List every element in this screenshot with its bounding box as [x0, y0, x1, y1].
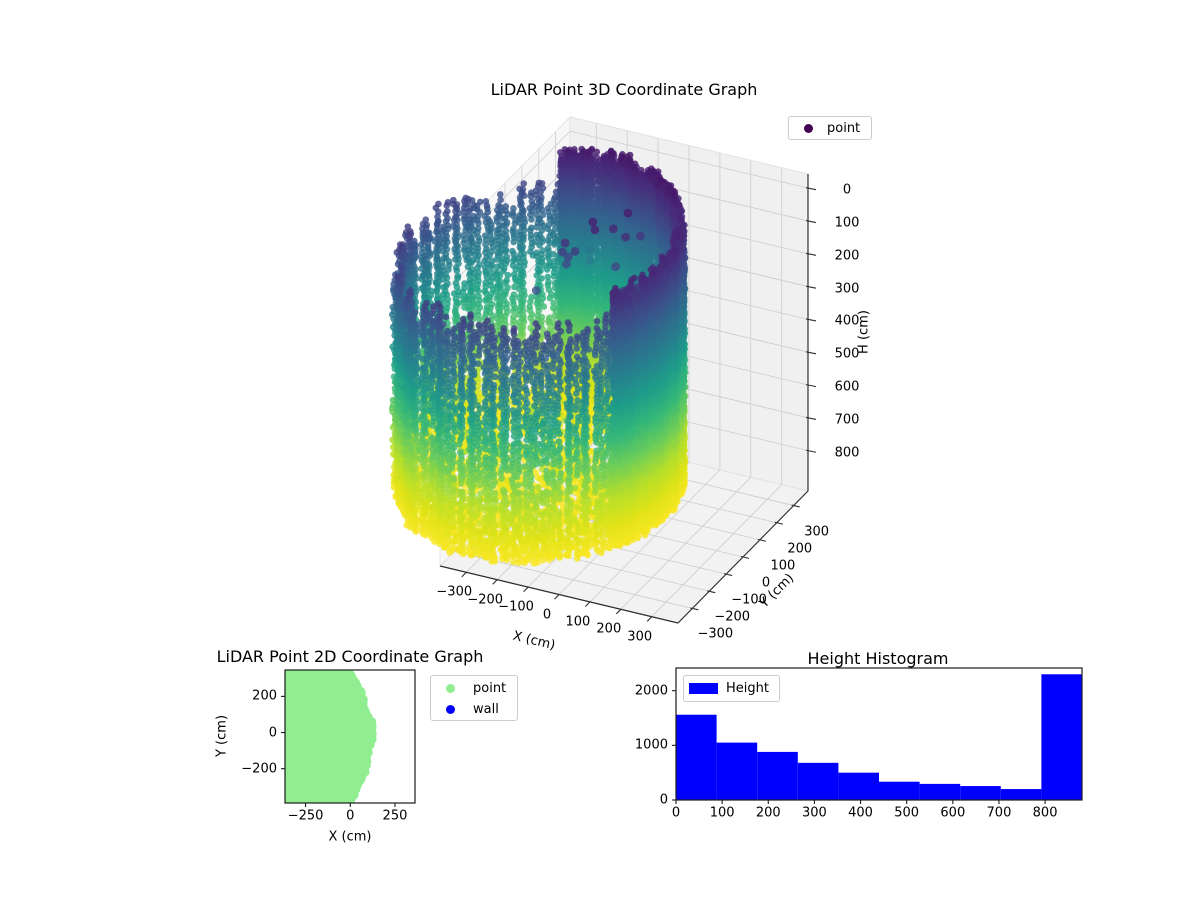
scatter3d-y-tick-label: −100: [731, 592, 767, 608]
scatter2d-y-tick-label: 200: [252, 688, 277, 704]
histogram-x-tick-label: 700: [986, 805, 1012, 821]
scatter3d-x-tick-label: 300: [627, 629, 653, 645]
scatter3d-z-tick-label: 100: [834, 215, 860, 231]
scatter2d-title: LiDAR Point 2D Coordinate Graph: [216, 647, 484, 666]
scatter3d-x-tick-label: 100: [565, 614, 591, 630]
scatter3d-z-tick-label: 300: [834, 281, 860, 297]
scatter3d-y-tick-label: 300: [804, 524, 830, 540]
scatter3d-legend: point: [788, 116, 872, 140]
legend-label: point: [827, 121, 861, 136]
scatter2d-y-tick-label: 0: [268, 725, 277, 741]
scatter3d-z-tick-label: 800: [834, 445, 860, 461]
scatter2d-xaxis-label: X (cm): [328, 829, 372, 845]
scatter3d-x-tick-label: 200: [596, 621, 622, 637]
histogram-x-tick-label: 0: [671, 805, 681, 821]
histogram-x-tick-label: 400: [848, 805, 873, 821]
scatter3d-y-tick-label: −300: [697, 626, 734, 642]
scatter2d-y-tick-label: −200: [241, 761, 277, 777]
scatter2d-x-tick-label: −250: [287, 808, 324, 824]
histogram-y-tick-label: 2000: [634, 683, 668, 699]
scatter3d-z-tick-label: 200: [834, 248, 860, 264]
wall-marker-icon: [446, 705, 455, 714]
legend-label: wall: [473, 702, 499, 717]
histogram-x-tick-label: 600: [940, 805, 966, 821]
histogram-x-tick-label: 100: [709, 805, 735, 821]
scatter3d-y-tick-label: 200: [787, 541, 813, 557]
scatter2d-x-tick-label: 250: [382, 808, 408, 824]
scatter3d-x-tick-label: 0: [542, 607, 552, 622]
legend-row: point: [804, 118, 871, 139]
scatter3d-y-tick-label: 100: [770, 558, 796, 574]
scatter3d-z-tick-label: 400: [834, 313, 860, 329]
histogram-y-tick-label: 1000: [634, 737, 668, 753]
scatter3d-z-tick-label: 0: [842, 182, 852, 198]
legend-row: wall: [446, 699, 517, 720]
histogram-x-tick-label: 500: [894, 805, 920, 821]
scatter3d-title: LiDAR Point 3D Coordinate Graph: [490, 80, 758, 99]
height-marker-icon: [689, 682, 718, 694]
scatter2d-x-tick-label: 0: [346, 808, 355, 824]
point-marker-icon: [804, 124, 813, 133]
legend-label: point: [473, 681, 507, 696]
legend-label: Height: [726, 680, 769, 696]
histogram-title: Height Histogram: [807, 649, 949, 668]
scatter3d-x-tick-label: −100: [498, 599, 534, 615]
legend-row: point: [446, 678, 517, 699]
scatter3d-y-tick-label: −200: [714, 609, 751, 625]
scatter3d-z-tick-label: 500: [834, 346, 860, 362]
histogram-legend: Height: [683, 675, 780, 702]
scatter3d-x-tick-label: −200: [467, 592, 504, 608]
scatter3d-z-tick-label: 600: [834, 379, 860, 395]
scatter3d-y-tick-label: 0: [761, 575, 771, 591]
histogram-x-tick-label: 200: [755, 805, 781, 821]
point-marker-icon: [446, 684, 455, 693]
histogram-x-tick-label: 800: [1032, 805, 1058, 821]
legend-row: Height: [689, 680, 779, 696]
histogram-y-tick-label: 0: [659, 792, 668, 808]
scatter3d-x-tick-label: −300: [436, 584, 473, 600]
scatter3d-z-tick-label: 700: [834, 412, 860, 428]
histogram-x-tick-label: 300: [801, 805, 827, 821]
scatter2d-yaxis-label: Y (cm): [214, 714, 230, 758]
scatter2d-legend: point wall: [430, 675, 518, 721]
